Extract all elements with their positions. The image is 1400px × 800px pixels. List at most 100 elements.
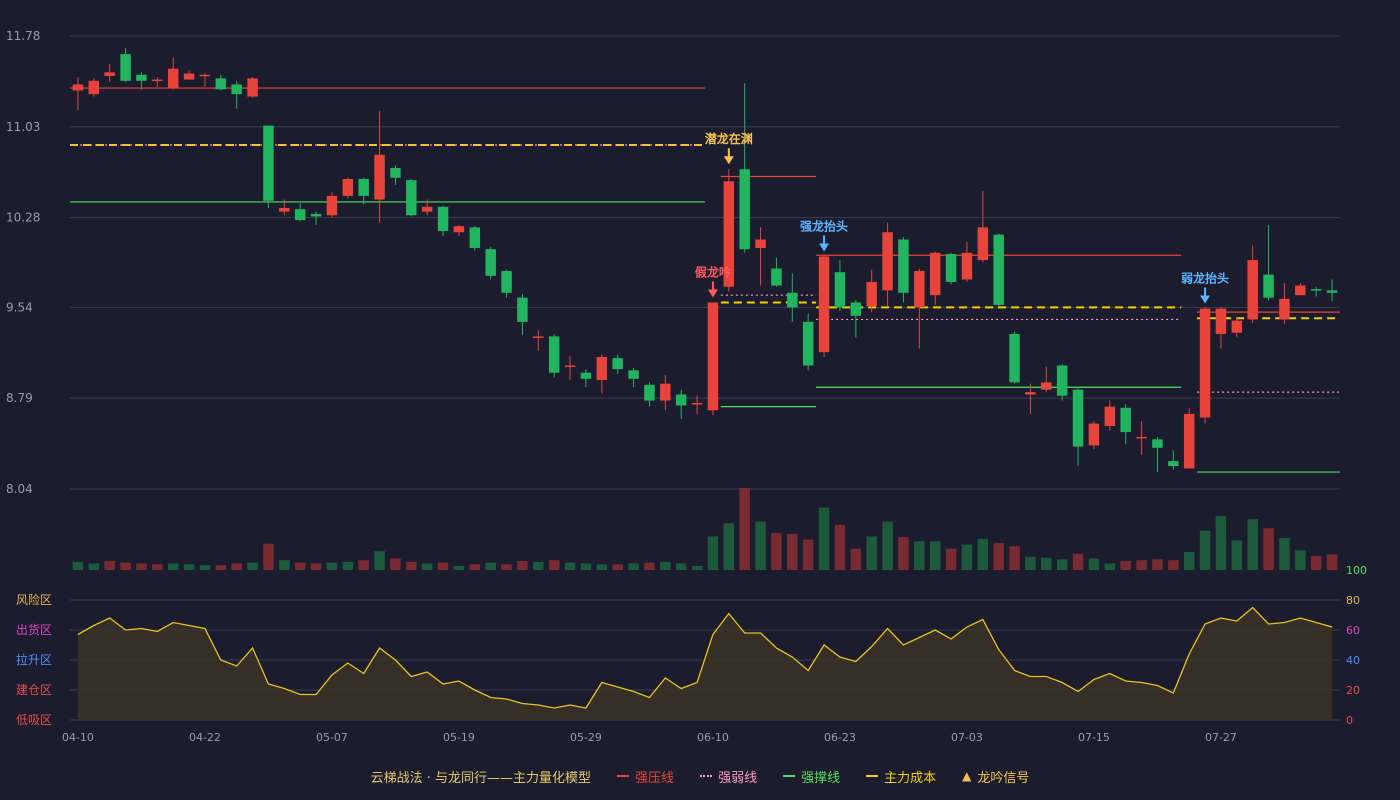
candle-body (1056, 365, 1068, 396)
volume-bar (485, 562, 496, 570)
volume-bar (120, 562, 131, 570)
candle-body (660, 383, 671, 401)
volume-bar (1009, 546, 1020, 570)
osc-zone-label: 风险区 (16, 592, 52, 607)
volume-bar (326, 562, 338, 570)
volume-bar (1136, 560, 1147, 570)
candle-body (787, 292, 798, 308)
osc-tick-label: 80 (1346, 594, 1360, 607)
legend-item-cost[interactable]: 主力成本 (866, 767, 936, 786)
signal-label: 假龙吟 (695, 264, 731, 279)
volume-bar (437, 562, 449, 570)
volume-bar (1310, 556, 1322, 570)
volume-bar (342, 561, 354, 570)
volume-bar (850, 548, 862, 570)
candle-body (1136, 436, 1147, 439)
candle-body (279, 207, 290, 212)
candle-body (818, 256, 830, 353)
osc-line (77, 606, 1333, 709)
x-tick-label: 06-10 (697, 731, 729, 744)
osc-zone-label: 拉升区 (16, 652, 52, 667)
candle-body (294, 209, 306, 221)
legend-item-support[interactable]: 强撑线 (783, 767, 840, 786)
legend-item-signal[interactable]: ▲ 龙吟信号 (962, 767, 1029, 786)
price-tick-label: 11.03 (6, 120, 40, 134)
volume-bar (294, 562, 306, 570)
candle-body (802, 321, 814, 366)
volume-bar (834, 524, 846, 570)
volume-bar (215, 565, 227, 570)
candle-body (977, 227, 989, 261)
candle-body (675, 394, 687, 406)
volume-bar (1231, 540, 1243, 570)
volume-bar (1247, 519, 1258, 570)
volume-bar (1041, 557, 1052, 570)
x-tick-label: 07-27 (1205, 731, 1237, 744)
x-tick-label: 07-03 (951, 731, 983, 744)
candle-body (406, 180, 417, 216)
legend-item-resistance[interactable]: 强压线 (617, 767, 674, 786)
candle-body (882, 232, 893, 291)
candle-body (120, 54, 131, 81)
candle-body (1088, 423, 1100, 446)
volume-bar (1104, 563, 1116, 570)
candle-body (628, 370, 639, 379)
x-tick-label: 05-19 (443, 731, 475, 744)
volume-bar (1120, 560, 1131, 570)
legend-title: 云梯战法 · 与龙同行——主力量化模型 (370, 770, 592, 786)
candle-body (215, 78, 227, 90)
volume-bar (1279, 538, 1290, 570)
price-tick-label: 11.78 (6, 29, 40, 43)
volume-bar (501, 564, 512, 570)
volume-bar (1326, 554, 1338, 570)
legend-item-weak[interactable]: 强弱线 (700, 767, 757, 786)
volume-bar (1072, 553, 1084, 570)
volume-bar (167, 563, 179, 570)
candle-body (453, 226, 465, 233)
candle-body (1104, 406, 1116, 427)
volume-bar (263, 543, 274, 570)
volume-bar (660, 561, 671, 570)
candle-body (390, 168, 401, 178)
volume-bar (580, 563, 592, 570)
signal-label: 强龙抬头 (800, 218, 848, 233)
osc-area-fill (77, 607, 1333, 720)
candle-body (485, 249, 496, 276)
volume-bar (247, 562, 258, 570)
x-tick-label: 06-23 (824, 731, 856, 744)
volume-bar (691, 565, 703, 570)
volume-bar (1168, 560, 1179, 570)
volume-bar (977, 538, 989, 570)
candle-body (231, 84, 242, 95)
candle-body (517, 297, 528, 322)
volume-bar (136, 563, 147, 570)
volume-bar (310, 563, 322, 570)
candle-body (437, 206, 449, 232)
candle-body (1072, 389, 1084, 447)
legend-label-cost: 主力成本 (884, 770, 937, 786)
candle-body (199, 74, 211, 77)
candle-body (469, 227, 481, 248)
legend-label-weak: 强弱线 (718, 770, 758, 786)
candle-body (898, 239, 909, 293)
candle-body (152, 79, 163, 82)
signal-label: 潜龙在渊 (705, 131, 753, 146)
x-tick-label: 07-15 (1078, 731, 1110, 744)
volume-bar (548, 560, 560, 570)
candle-body (1009, 333, 1020, 383)
candle-body (1183, 413, 1195, 469)
price-tick-label: 9.54 (6, 300, 33, 314)
volume-bar (1025, 556, 1036, 570)
volume-bar (1215, 515, 1227, 570)
candle-body (1263, 274, 1274, 298)
volume-bar (771, 533, 782, 570)
volume-bar (929, 541, 941, 570)
candle-body (1295, 285, 1306, 296)
volume-bar (914, 541, 925, 570)
volume-bar (882, 521, 893, 570)
candle-body (1310, 289, 1322, 291)
candle-body (771, 268, 782, 286)
volume-bar (787, 533, 798, 570)
candle-body (88, 80, 100, 95)
candle-body (1041, 382, 1052, 390)
